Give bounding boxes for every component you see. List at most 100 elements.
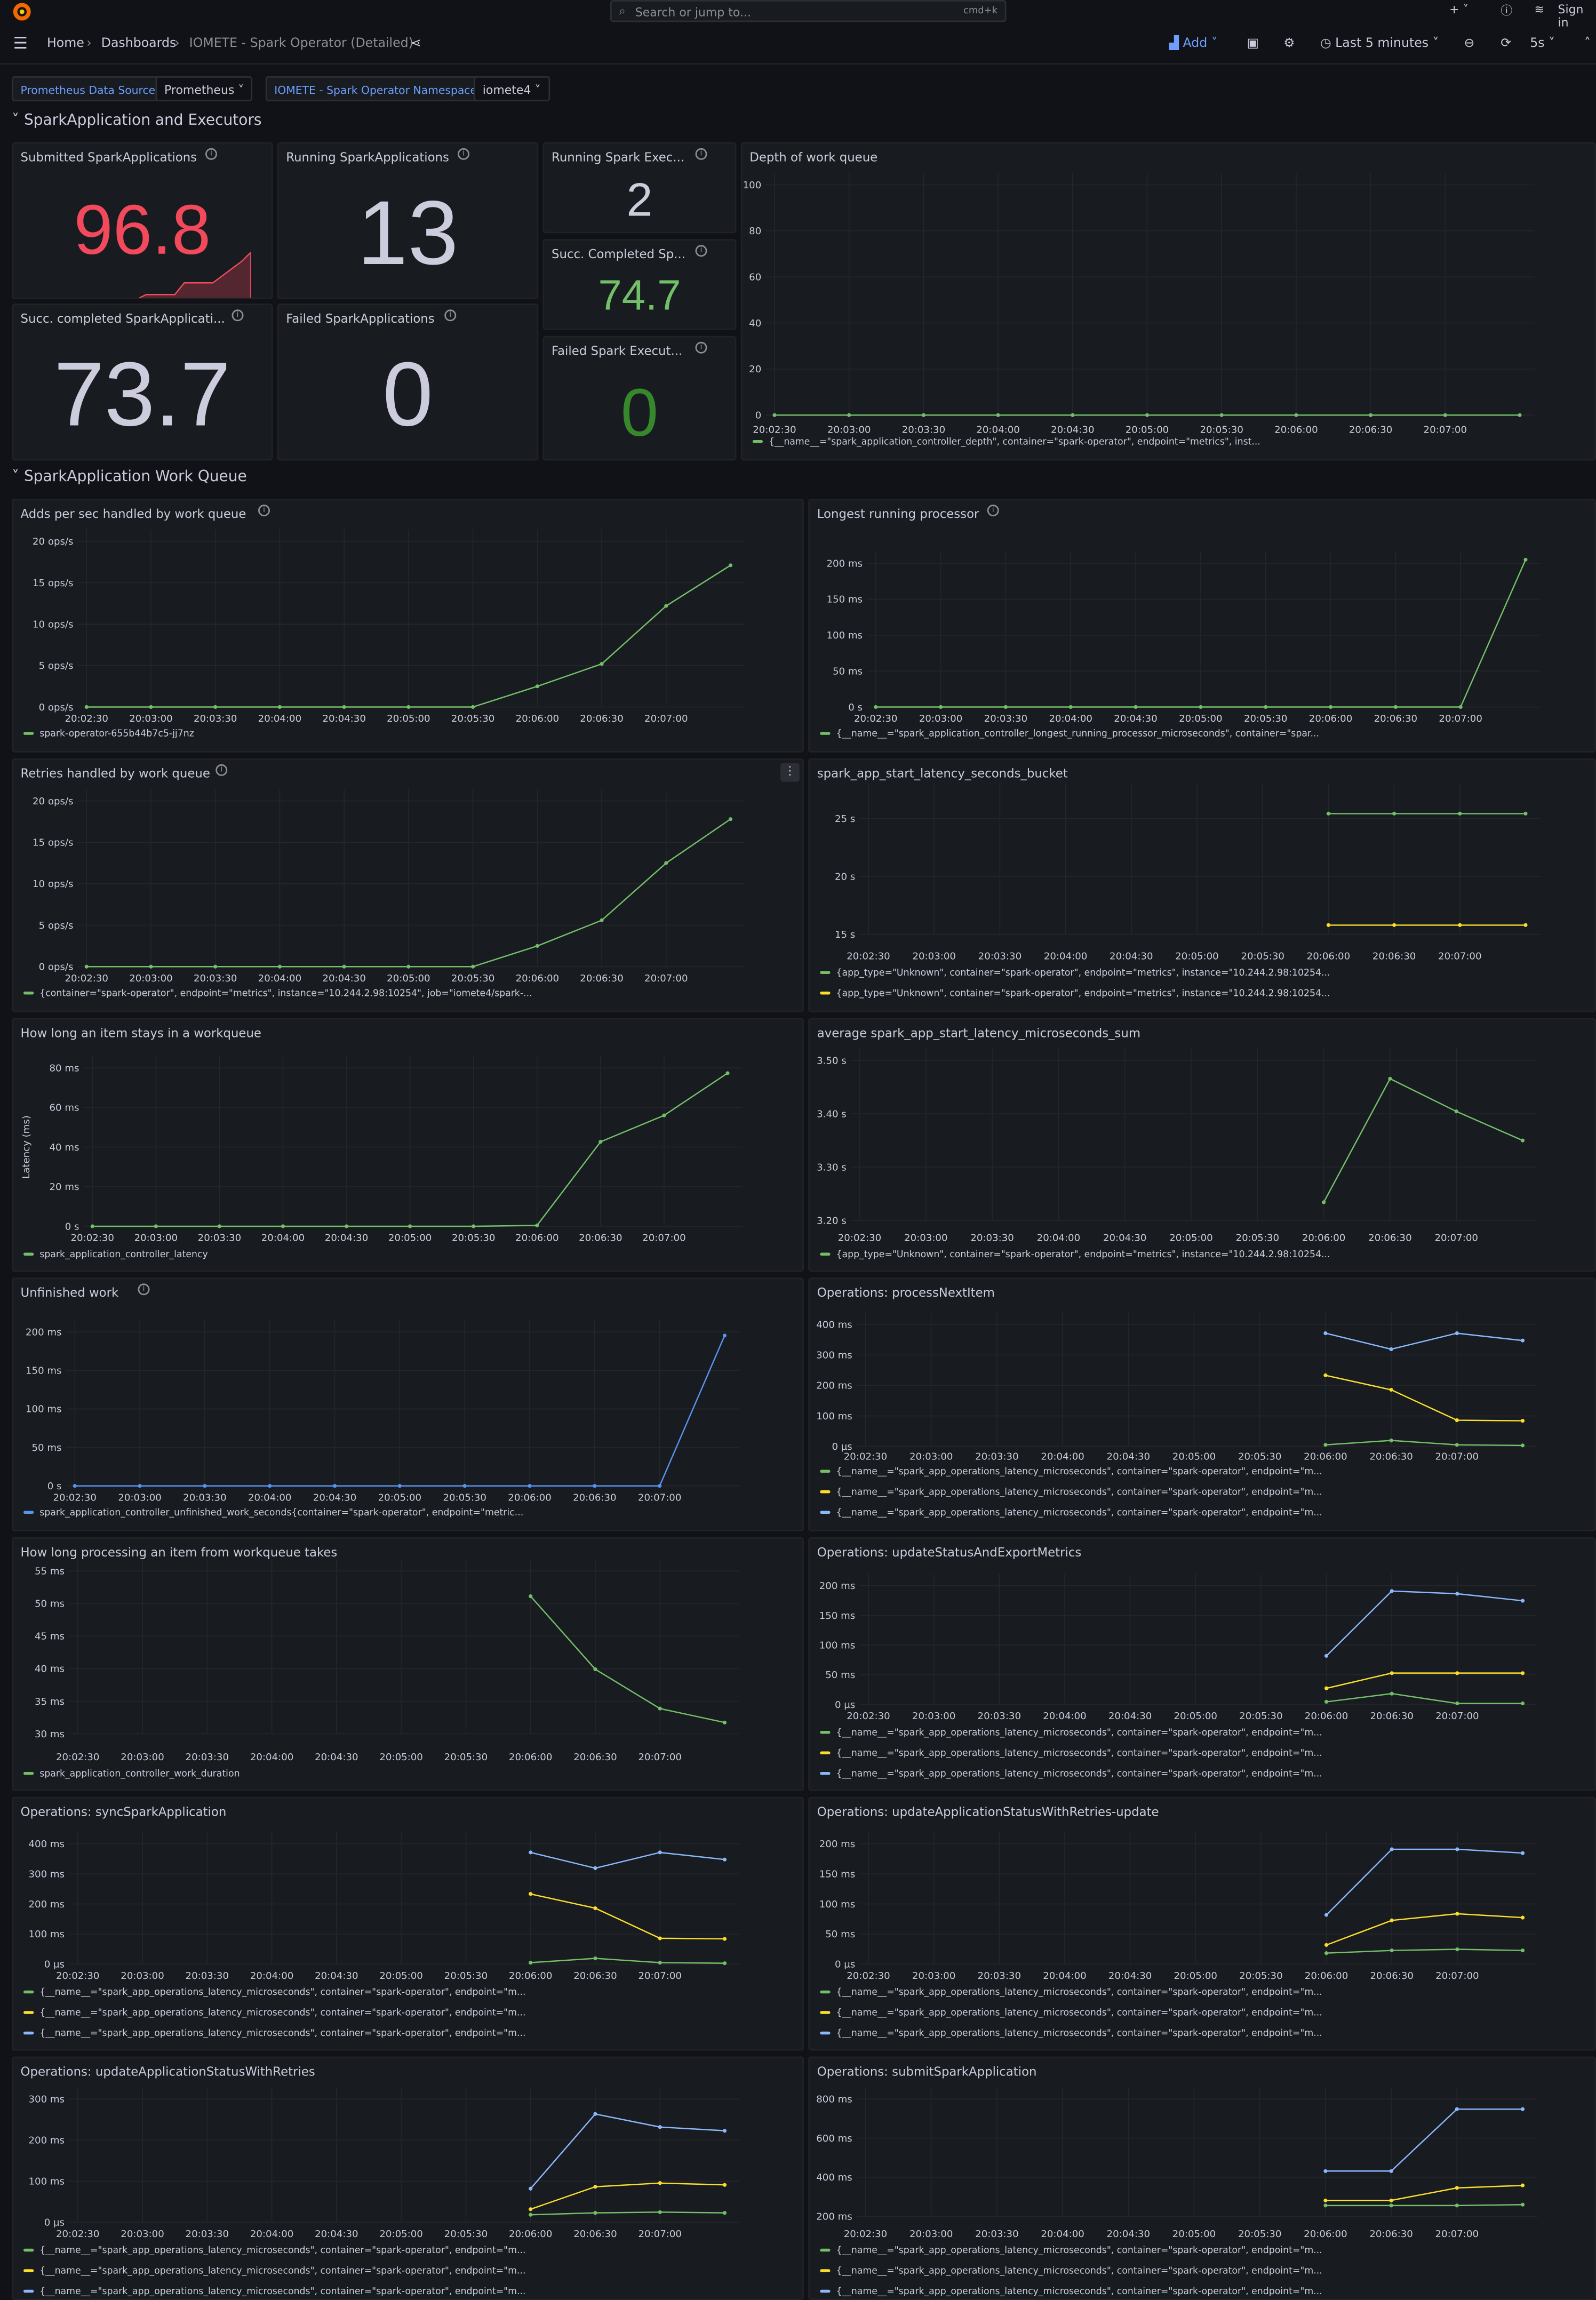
legend-item[interactable]: {app_type="Unknown", container="spark-op… <box>820 968 1587 978</box>
info-icon[interactable]: i <box>138 1283 150 1296</box>
x-tick-label: 20:03:30 <box>186 1970 229 1982</box>
legend-item[interactable]: {__name__="spark_app_operations_latency_… <box>820 1467 1587 1477</box>
data-point <box>535 684 539 689</box>
refresh-icon[interactable]: ⟳ <box>1501 36 1512 52</box>
zoom-out-icon[interactable]: ⊖ <box>1464 36 1475 52</box>
save-icon[interactable]: ▣ <box>1247 36 1259 52</box>
x-tick-label: 20:03:00 <box>134 1233 178 1244</box>
legend-item[interactable]: {__name__="spark_app_operations_latency_… <box>23 2008 795 2018</box>
search-input[interactable]: ⌕ Search or jump to... cmd+k <box>610 0 1007 22</box>
info-icon[interactable]: i <box>444 309 457 322</box>
legend-item[interactable]: spark_application_controller_latency <box>23 1250 795 1260</box>
namespace-variable-select[interactable]: iomete4 ˅ <box>474 76 549 101</box>
settings-gear-icon[interactable]: ⚙ <box>1283 36 1295 52</box>
legend-item[interactable]: {app_type="Unknown", container="spark-op… <box>820 989 1587 999</box>
legend-item[interactable]: {__name__="spark_app_operations_latency_… <box>820 1488 1587 1498</box>
time-picker[interactable]: ◷ Last 5 minutes ˅ <box>1320 36 1439 52</box>
legend-item[interactable]: {app_type="Unknown", container="spark-op… <box>820 1250 1587 1260</box>
stat-panel-succ-completed: Succ. completed SparkApplicati... i 73.7 <box>12 304 273 461</box>
legend-item[interactable]: {__name__="spark_app_operations_latency_… <box>23 2287 795 2297</box>
info-icon[interactable]: i <box>216 764 228 776</box>
menu-icon[interactable]: ☰ <box>13 34 28 53</box>
new-menu-button[interactable]: + ˅ <box>1449 3 1469 17</box>
chart-panel-depth[interactable]: Depth of work queue 20:02:30 20:03:00 20:03… <box>740 142 1596 461</box>
y-tick-label: 100 ms <box>819 1899 856 1910</box>
x-tick-label: 20:02:30 <box>838 1233 881 1244</box>
data-point <box>1523 557 1528 562</box>
info-icon[interactable]: i <box>205 148 217 160</box>
collapse-chevron-icon[interactable]: ˄ <box>1584 36 1591 52</box>
chart-panel-adds[interactable]: Adds per sec handled by work queue i 20:02… <box>12 499 804 753</box>
chart-panel-updret[interactable]: Operations: updateApplicationStatusWithR… <box>12 2056 804 2300</box>
chart-panel-updstatus[interactable]: Operations: updateStatusAndExportMetrics… <box>808 1537 1596 1791</box>
data-point <box>1294 413 1298 417</box>
legend-item[interactable]: {__name__="spark_app_operations_latency_… <box>820 2246 1587 2256</box>
x-tick-label: 20:02:30 <box>56 1970 99 1982</box>
row-header-executors[interactable]: ˅ SparkApplication and Executors <box>12 113 262 129</box>
info-icon[interactable]: i <box>695 245 707 257</box>
chart-panel-processing[interactable]: How long processing an item from workque… <box>12 1537 804 1791</box>
data-point <box>529 1960 533 1965</box>
data-point <box>658 2181 662 2185</box>
legend-item[interactable]: {__name__="spark_app_operations_latency_… <box>820 1987 1587 1998</box>
x-tick-label: 20:05:30 <box>451 973 494 984</box>
legend-item[interactable]: {__name__="spark_app_operations_latency_… <box>820 1769 1587 1779</box>
legend-item[interactable]: {__name__="spark_app_operations_latency_… <box>820 1748 1587 1759</box>
legend-item[interactable]: {__name__="spark_application_controller_… <box>820 729 1587 739</box>
data-point <box>529 2186 533 2191</box>
legend-item[interactable]: {__name__="spark_app_operations_latency_… <box>23 2029 795 2039</box>
legend-item[interactable]: {__name__="spark_application_controller_… <box>752 437 1587 448</box>
stat-panel-running: Running SparkApplications i 13 <box>277 142 539 299</box>
legend-item[interactable]: {__name__="spark_app_operations_latency_… <box>23 2266 795 2277</box>
chart-panel-unfinished[interactable]: Unfinished work i 20:02:30 20:03:00 20:03:30… <box>12 1277 804 1531</box>
legend-item[interactable]: {__name__="spark_app_operations_latency_… <box>820 2029 1587 2039</box>
info-icon[interactable]: i <box>232 309 244 322</box>
legend-swatch <box>820 971 831 974</box>
chart-panel-updretupd[interactable]: Operations: updateApplicationStatusWithR… <box>808 1796 1596 2051</box>
datasource-variable-select[interactable]: Prometheus ˅ <box>155 76 253 101</box>
legend-item[interactable]: {container="spark-operator", endpoint="m… <box>23 989 795 999</box>
info-icon[interactable]: i <box>458 148 469 160</box>
info-icon[interactable]: i <box>258 505 270 516</box>
legend-item[interactable]: {__name__="spark_app_operations_latency_… <box>820 1508 1587 1518</box>
grafana-logo-icon[interactable] <box>12 2 33 22</box>
add-button[interactable]: ▟ Add ˅ <box>1169 36 1218 52</box>
y-tick-label: 0 s <box>47 1481 62 1492</box>
panel-title: Submitted SparkApplications <box>20 149 197 165</box>
chart-panel-retries[interactable]: Retries handled by work queue i ⋮ 20:02:30 2… <box>12 758 804 1012</box>
legend-item[interactable]: {__name__="spark_app_operations_latency_… <box>23 1987 795 1998</box>
chart-panel-syncapp[interactable]: Operations: syncSparkApplication 20:02:30… <box>12 1796 804 2051</box>
legend-item[interactable]: {__name__="spark_app_operations_latency_… <box>820 2287 1587 2297</box>
clock-icon: ◷ <box>1320 36 1331 52</box>
legend-item[interactable]: {__name__="spark_app_operations_latency_… <box>820 1728 1587 1738</box>
y-tick-label: 150 ms <box>26 1365 62 1377</box>
panel-menu-icon[interactable]: ⋮ <box>780 763 800 782</box>
chart-panel-startlat[interactable]: spark_app_start_latency_seconds_bucket 20… <box>808 758 1596 1012</box>
info-icon[interactable]: i <box>987 505 999 516</box>
news-feed-icon[interactable]: ≋ <box>1534 3 1544 17</box>
chart-panel-submit[interactable]: Operations: submitSparkApplication 20:02:… <box>808 2056 1596 2300</box>
refresh-interval-picker[interactable]: 5s ˅ <box>1530 36 1555 52</box>
chart-panel-procnext[interactable]: Operations: processNextItem 20:02:30 20:03… <box>808 1277 1596 1531</box>
legend-item[interactable]: spark_application_controller_unfinished_… <box>23 1508 795 1518</box>
chart-panel-longest[interactable]: Longest running processor i 20:02:30 20:03:… <box>808 499 1596 753</box>
info-icon[interactable]: i <box>695 341 707 354</box>
legend-label: {__name__="spark_app_operations_latency_… <box>836 2029 1322 2039</box>
legend-item[interactable]: {__name__="spark_app_operations_latency_… <box>23 2246 795 2256</box>
breadcrumb-home[interactable]: Home <box>47 36 84 52</box>
sign-in-link[interactable]: Sign in <box>1558 3 1584 30</box>
data-point <box>1518 413 1522 417</box>
legend-item[interactable]: spark_application_controller_work_durati… <box>23 1769 795 1779</box>
x-tick-label: 20:05:00 <box>379 1970 422 1982</box>
help-icon[interactable]: ⓘ <box>1501 4 1513 18</box>
legend-item[interactable]: {__name__="spark_app_operations_latency_… <box>820 2266 1587 2277</box>
chart-panel-stays[interactable]: How long an item stays in a workqueue 20:… <box>12 1018 804 1272</box>
legend-item[interactable]: spark-operator-655b44b7c5-jj7nz <box>23 729 795 739</box>
row-header-work-queue[interactable]: ˅ SparkApplication Work Queue <box>12 469 247 485</box>
chart-panel-avgstart[interactable]: average spark_app_start_latency_microsec… <box>808 1018 1596 1272</box>
info-icon[interactable]: i <box>695 148 707 160</box>
breadcrumb-dashboards[interactable]: Dashboards <box>101 36 177 52</box>
share-icon[interactable]: ⋖ <box>411 36 421 52</box>
legend-item[interactable]: {__name__="spark_app_operations_latency_… <box>820 2008 1587 2018</box>
stat-value: 74.7 <box>598 273 681 320</box>
